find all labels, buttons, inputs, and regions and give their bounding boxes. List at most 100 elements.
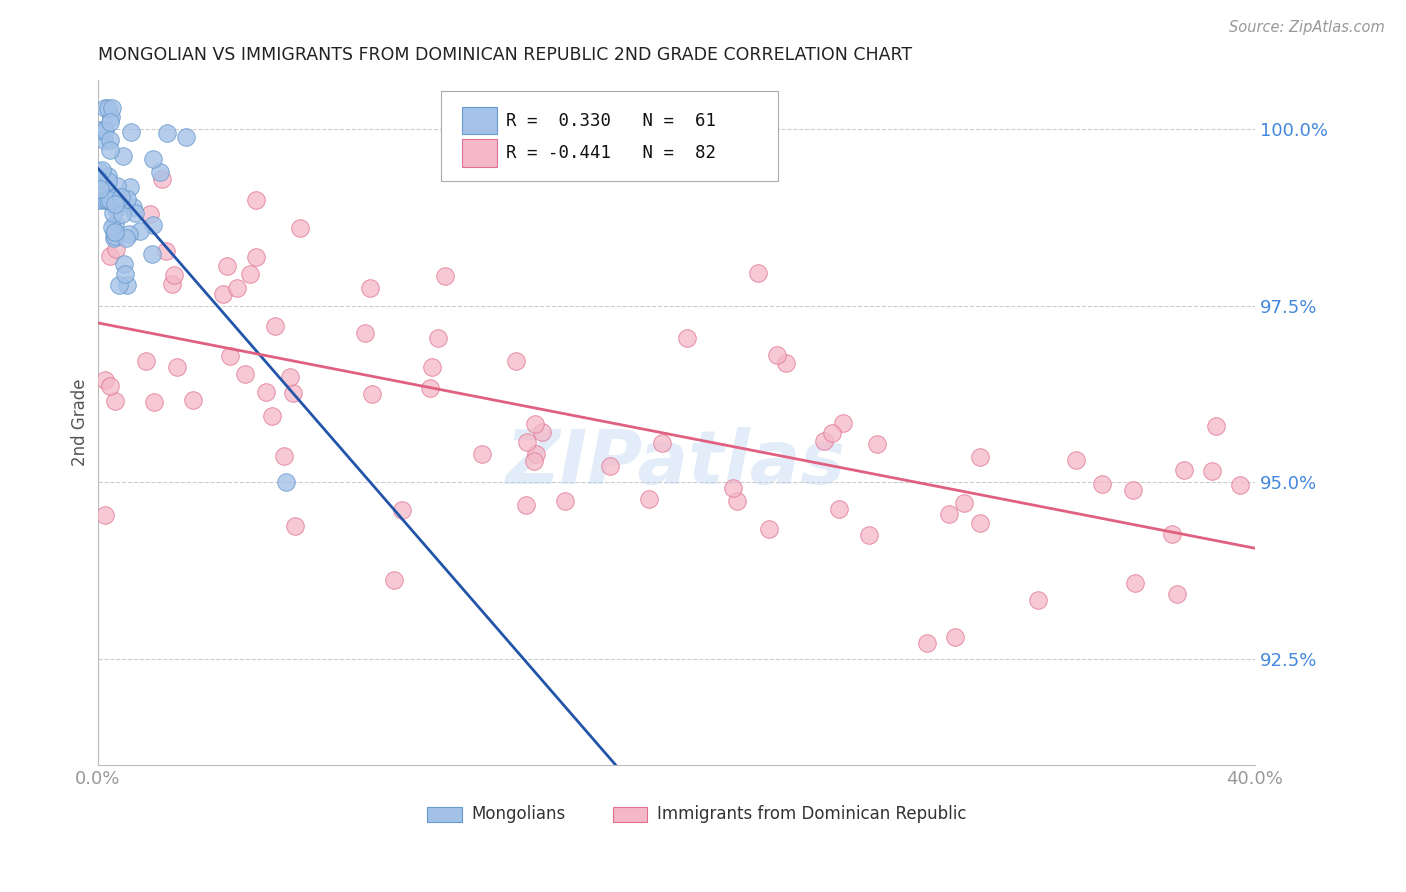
- Point: [523, 417, 546, 432]
- Point: [832, 416, 855, 430]
- Point: [94, 123, 117, 137]
- Point: [212, 287, 235, 301]
- Point: [166, 360, 188, 375]
- Text: R = -0.441   N =  82: R = -0.441 N = 82: [506, 144, 716, 162]
- Point: [1201, 464, 1223, 478]
- Point: [94, 183, 117, 197]
- Point: [434, 269, 457, 284]
- Point: [515, 498, 537, 512]
- FancyBboxPatch shape: [463, 107, 496, 135]
- Point: [278, 370, 301, 384]
- Point: [1026, 592, 1049, 607]
- Point: [651, 436, 673, 450]
- Point: [969, 450, 991, 465]
- FancyBboxPatch shape: [441, 91, 778, 181]
- Point: [100, 191, 122, 205]
- Point: [97, 174, 120, 188]
- Point: [915, 636, 938, 650]
- Point: [112, 149, 135, 163]
- Point: [120, 125, 142, 139]
- Point: [101, 206, 124, 220]
- Point: [97, 101, 120, 115]
- Point: [361, 387, 384, 401]
- Text: Mongolians: Mongolians: [471, 805, 565, 823]
- Point: [111, 207, 134, 221]
- Point: [150, 171, 173, 186]
- Point: [87, 123, 110, 137]
- Point: [969, 516, 991, 530]
- Point: [264, 319, 287, 334]
- Point: [391, 503, 413, 517]
- Point: [217, 259, 239, 273]
- Point: [98, 144, 121, 158]
- Point: [516, 434, 538, 449]
- Point: [112, 257, 135, 271]
- Point: [260, 409, 283, 423]
- Point: [813, 434, 835, 448]
- Point: [89, 182, 111, 196]
- Point: [124, 206, 146, 220]
- Point: [89, 182, 111, 196]
- Point: [89, 164, 111, 178]
- Point: [121, 200, 143, 214]
- Point: [554, 494, 576, 508]
- Point: [104, 229, 127, 244]
- Point: [98, 378, 121, 392]
- Point: [758, 522, 780, 536]
- Point: [139, 207, 162, 221]
- Point: [943, 630, 966, 644]
- Point: [427, 331, 450, 345]
- Point: [91, 179, 114, 194]
- Point: [245, 250, 267, 264]
- Point: [471, 446, 494, 460]
- Text: R =  0.330   N =  61: R = 0.330 N = 61: [506, 112, 716, 130]
- Point: [94, 374, 117, 388]
- Point: [118, 227, 141, 241]
- Point: [235, 368, 257, 382]
- Point: [522, 454, 544, 468]
- Point: [218, 349, 240, 363]
- Point: [765, 348, 787, 362]
- Point: [94, 508, 117, 522]
- Point: [1173, 463, 1195, 477]
- Point: [820, 426, 842, 441]
- Point: [115, 231, 138, 245]
- Point: [599, 459, 621, 474]
- Point: [637, 492, 659, 507]
- Point: [239, 268, 262, 282]
- Point: [104, 197, 127, 211]
- Point: [419, 381, 441, 395]
- Point: [128, 224, 150, 238]
- Point: [727, 493, 749, 508]
- Point: [1064, 453, 1087, 467]
- Point: [103, 225, 125, 239]
- Point: [524, 446, 547, 460]
- Point: [254, 384, 277, 399]
- Point: [100, 133, 122, 147]
- Point: [1205, 419, 1227, 434]
- Point: [100, 193, 122, 207]
- Point: [93, 133, 115, 147]
- FancyBboxPatch shape: [463, 139, 496, 167]
- Point: [97, 169, 120, 183]
- Point: [97, 193, 120, 207]
- Point: [96, 193, 118, 207]
- Point: [283, 385, 305, 400]
- Point: [142, 219, 165, 233]
- Text: Source: ZipAtlas.com: Source: ZipAtlas.com: [1229, 20, 1385, 35]
- Text: Immigrants from Dominican Republic: Immigrants from Dominican Republic: [657, 805, 966, 823]
- Point: [530, 425, 553, 440]
- Point: [747, 266, 769, 280]
- Point: [98, 249, 121, 263]
- Point: [1122, 483, 1144, 497]
- Point: [103, 231, 125, 245]
- Point: [1229, 477, 1251, 491]
- Point: [148, 165, 170, 179]
- Point: [1161, 527, 1184, 541]
- Point: [105, 178, 128, 193]
- Point: [288, 220, 311, 235]
- Text: ZIPatlas: ZIPatlas: [506, 427, 846, 500]
- Point: [1166, 587, 1188, 601]
- Point: [97, 193, 120, 207]
- Point: [953, 496, 976, 510]
